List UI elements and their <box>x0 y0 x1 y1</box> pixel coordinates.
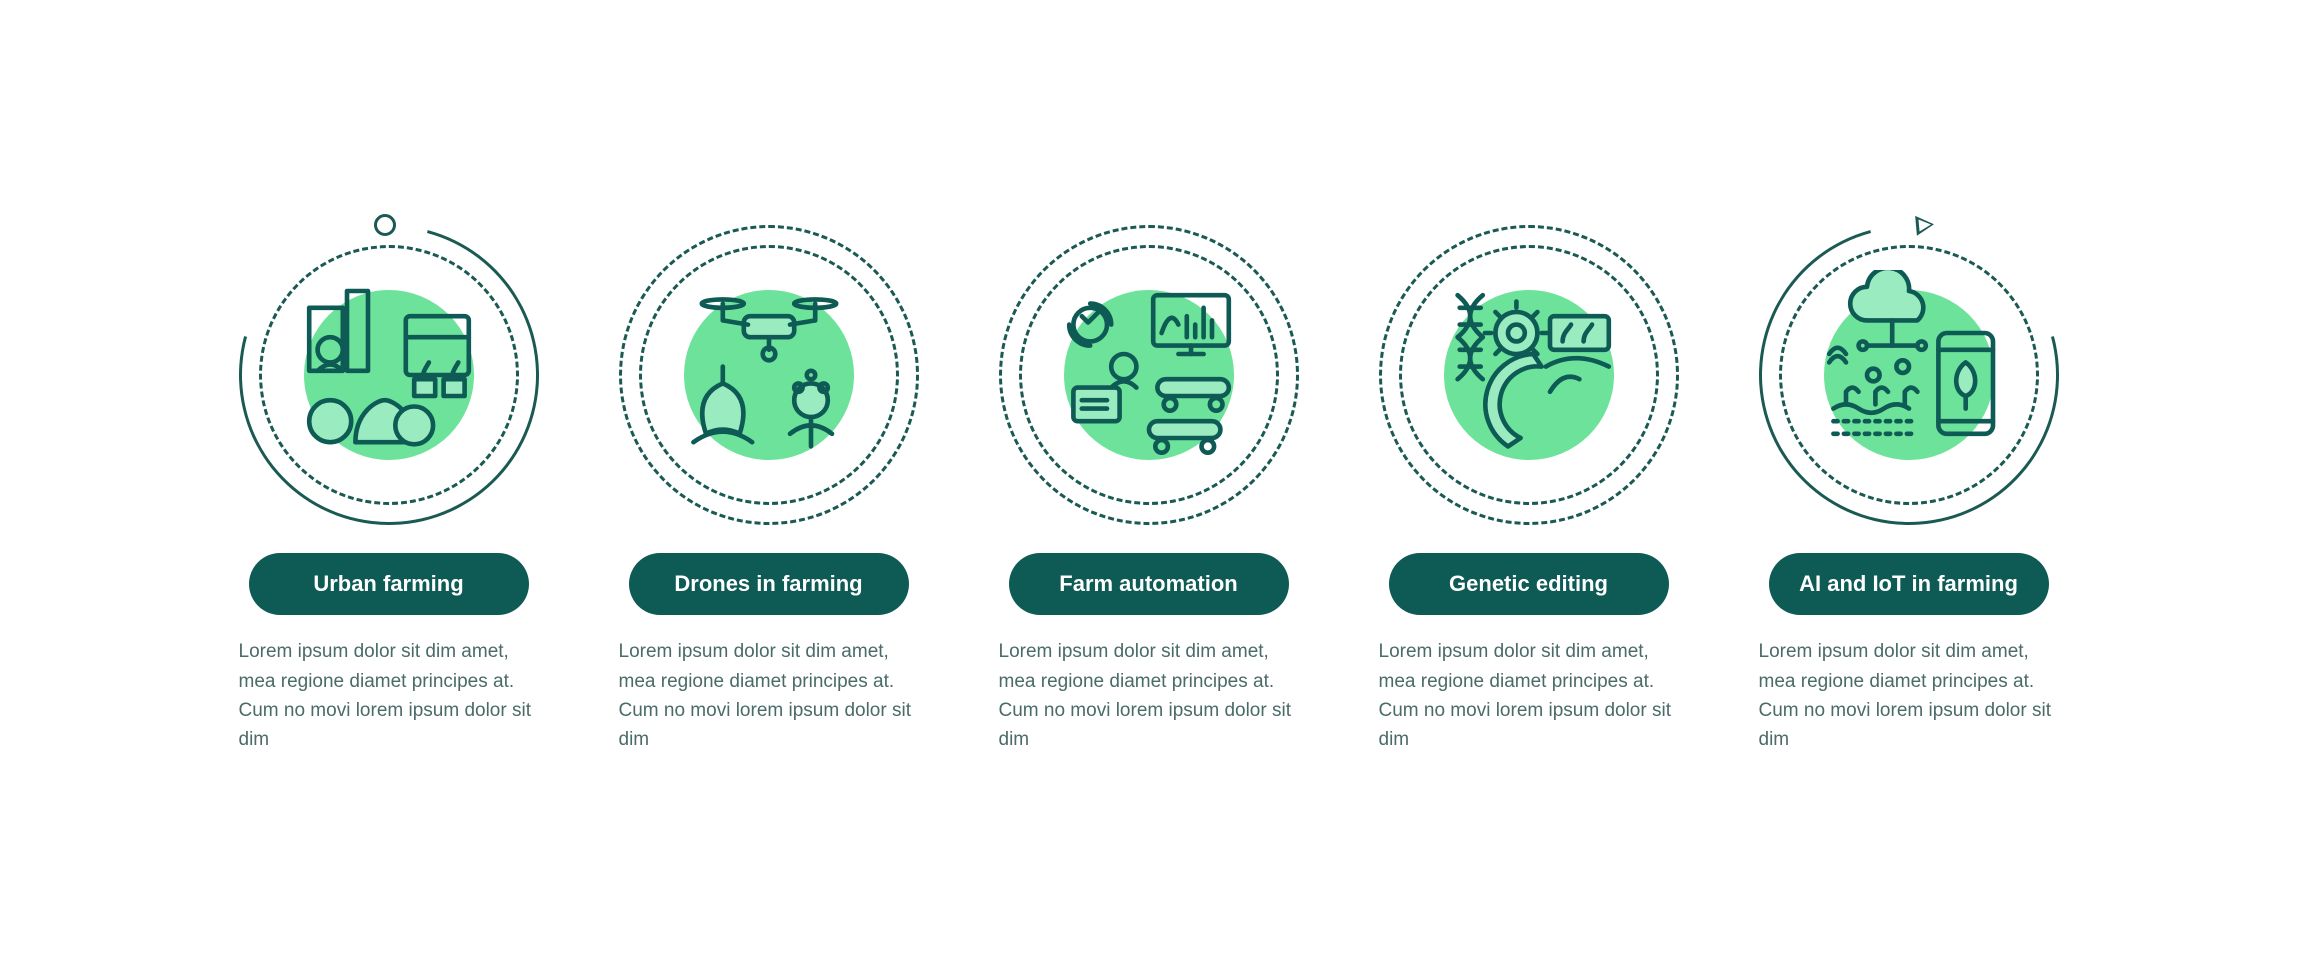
farm-automation-icon <box>1039 265 1259 485</box>
item-drones: Drones in farming Lorem ipsum dolor sit … <box>599 225 939 755</box>
circle-urban-farming <box>239 225 539 525</box>
circle-genetic <box>1379 225 1679 525</box>
pill-urban-farming: Urban farming <box>249 553 529 615</box>
circle-drones <box>619 225 919 525</box>
ai-iot-farming-icon <box>1799 265 2019 485</box>
desc-drones: Lorem ipsum dolor sit dim amet, mea regi… <box>619 637 919 755</box>
item-ai-iot: AI and IoT in farming Lorem ipsum dolor … <box>1739 225 2079 755</box>
genetic-editing-icon <box>1419 265 1639 485</box>
pill-drones: Drones in farming <box>629 553 909 615</box>
desc-genetic: Lorem ipsum dolor sit dim amet, mea regi… <box>1379 637 1679 755</box>
desc-automation: Lorem ipsum dolor sit dim amet, mea regi… <box>999 637 1299 755</box>
start-dot-icon <box>374 214 396 236</box>
circle-ai-iot <box>1759 225 2059 525</box>
infographic-row: Urban farming Lorem ipsum dolor sit dim … <box>179 185 2119 795</box>
item-automation: Farm automation Lorem ipsum dolor sit di… <box>979 225 1319 755</box>
desc-ai-iot: Lorem ipsum dolor sit dim amet, mea regi… <box>1759 637 2059 755</box>
pill-ai-iot: AI and IoT in farming <box>1769 553 2049 615</box>
pill-automation: Farm automation <box>1009 553 1289 615</box>
end-arrow-icon <box>1915 214 1935 235</box>
pill-genetic: Genetic editing <box>1389 553 1669 615</box>
desc-urban-farming: Lorem ipsum dolor sit dim amet, mea regi… <box>239 637 539 755</box>
circle-automation <box>999 225 1299 525</box>
drone-farming-icon <box>659 265 879 485</box>
item-urban-farming: Urban farming Lorem ipsum dolor sit dim … <box>219 225 559 755</box>
urban-farming-icon <box>279 265 499 485</box>
item-genetic: Genetic editing Lorem ipsum dolor sit di… <box>1359 225 1699 755</box>
